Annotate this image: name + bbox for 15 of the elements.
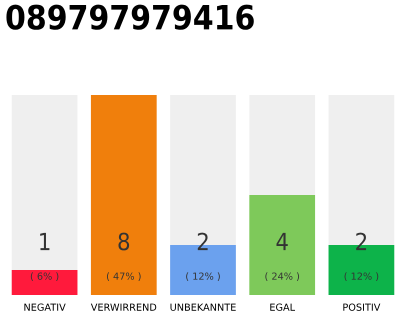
data-label: 1: [40, 232, 50, 250]
x-tick-label: UNBEKANNTE: [170, 304, 236, 311]
data-label: 4: [276, 232, 288, 250]
x-tick-label: NEGATIV: [24, 304, 66, 311]
data-label: 8: [118, 232, 130, 250]
x-tick-label: VERWIRREND: [90, 304, 156, 311]
annotation: ( 24% ): [265, 272, 300, 281]
annotation: ( 12% ): [186, 272, 220, 281]
annotation: ( 6% ): [30, 272, 58, 281]
bar: [12, 270, 78, 295]
x-tick-label: POSITIV: [343, 304, 380, 311]
x-tick-label: EGAL: [270, 304, 296, 311]
chart-title: 089797979416: [6, 4, 254, 30]
annotation: ( 12% ): [344, 272, 378, 281]
annotation: ( 47% ): [106, 272, 141, 281]
